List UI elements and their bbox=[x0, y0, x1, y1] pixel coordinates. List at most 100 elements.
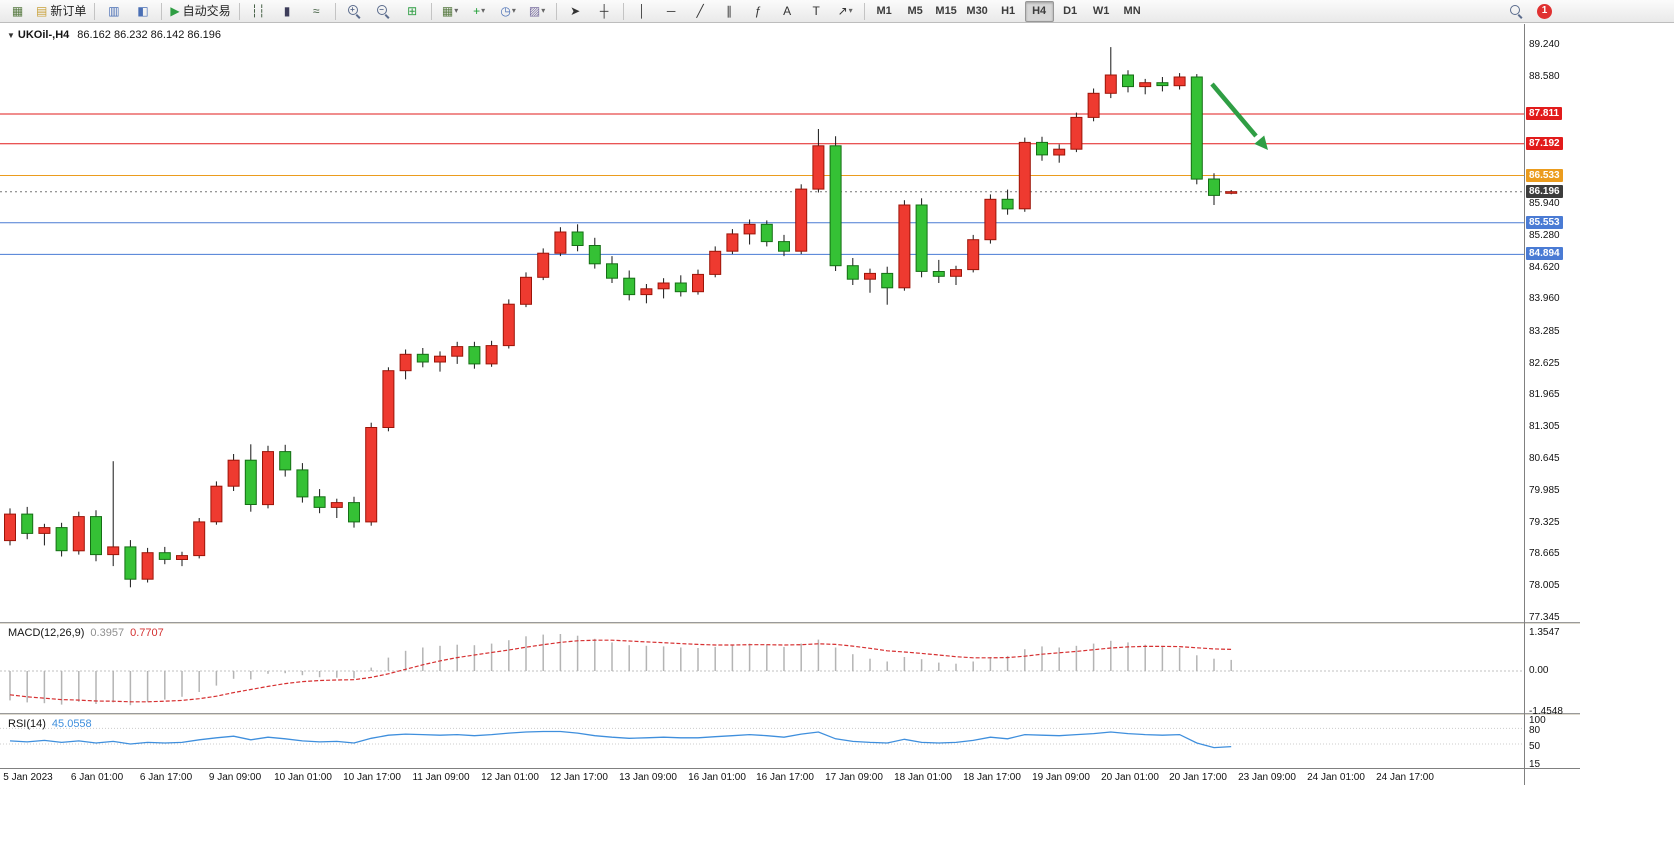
candle bbox=[984, 194, 997, 244]
trend-arrow-annotation[interactable] bbox=[1210, 82, 1268, 150]
candle bbox=[4, 508, 16, 546]
candle bbox=[1053, 144, 1066, 163]
toolbar-separator bbox=[863, 2, 865, 20]
macd-label: MACD(12,26,9) 0.3957 0.7707 bbox=[8, 627, 164, 639]
candle bbox=[55, 522, 68, 557]
trendline-tool[interactable]: ╱ bbox=[687, 1, 714, 22]
fibonacci-tool[interactable]: ƒ bbox=[745, 1, 772, 22]
tile-windows-button[interactable]: ⊞ bbox=[399, 1, 426, 22]
notification-count: 1 bbox=[1537, 3, 1552, 19]
zoom-in-button[interactable]: + bbox=[341, 1, 368, 22]
macd-panel-plot[interactable] bbox=[0, 625, 1524, 713]
text-label-tool[interactable]: T bbox=[803, 1, 830, 22]
timeframe-d1[interactable]: D1 bbox=[1056, 1, 1085, 22]
candle bbox=[416, 348, 429, 368]
notifications-badge[interactable]: 1 bbox=[1531, 1, 1558, 22]
magnifier-icon: − bbox=[376, 4, 390, 18]
price-tick-label: 85.280 bbox=[1529, 230, 1560, 241]
bar-chart-button[interactable]: ┆┆ bbox=[245, 1, 272, 22]
vertical-line-tool[interactable]: │ bbox=[629, 1, 656, 22]
charts-menu-button[interactable]: ▦ ▾ bbox=[437, 1, 464, 22]
panel-splitter-macd[interactable] bbox=[0, 622, 1580, 624]
market-watch-button[interactable]: ▥ bbox=[100, 1, 127, 22]
search-symbol-button[interactable] bbox=[1502, 1, 1529, 22]
rsi-tick-label: 80 bbox=[1529, 725, 1541, 736]
candle bbox=[571, 224, 584, 252]
resistance-line-2-badge: 87.192 bbox=[1526, 137, 1563, 150]
price-tick-label: 79.985 bbox=[1529, 485, 1560, 496]
timeframe-h4[interactable]: H4 bbox=[1024, 0, 1054, 22]
candle bbox=[846, 258, 859, 285]
zoom-out-button[interactable]: − bbox=[370, 1, 397, 22]
cursor-tool-button[interactable]: ➤ bbox=[562, 1, 589, 22]
new-order-button-label: 新订单 bbox=[50, 4, 87, 18]
price-tick-label: 80.645 bbox=[1529, 453, 1560, 464]
new-order-button[interactable]: ▤ 新订单 bbox=[33, 1, 89, 22]
add-indicator-button[interactable]: + ▾ bbox=[466, 1, 493, 22]
price-tick-label: 79.325 bbox=[1529, 517, 1560, 528]
new-chart-button[interactable]: ▦ bbox=[4, 1, 31, 22]
candle bbox=[38, 523, 51, 546]
timeframe-m15-label: M15 bbox=[935, 4, 957, 17]
timeframe-m30-label: M30 bbox=[966, 4, 988, 17]
macd-tick-label: -1.4548 bbox=[1529, 706, 1563, 717]
candle bbox=[898, 200, 911, 291]
crosshair-tool-button[interactable]: ┼ bbox=[591, 1, 618, 22]
main-chart-plot[interactable] bbox=[0, 24, 1524, 622]
candle bbox=[502, 299, 515, 349]
cursor-tool-button-icon: ➤ bbox=[570, 4, 581, 18]
autotrading-button[interactable]: ▶ 自动交易 bbox=[167, 1, 233, 22]
navigator-button[interactable]: ◧ bbox=[129, 1, 156, 22]
panel-splitter-rsi[interactable] bbox=[0, 713, 1580, 715]
candle bbox=[743, 219, 756, 245]
chevron-down-icon: ▾ bbox=[511, 6, 516, 15]
price-tick-label: 77.345 bbox=[1529, 612, 1560, 623]
timeframe-m5[interactable]: M5 bbox=[901, 1, 930, 22]
toolbar-separator bbox=[161, 2, 163, 20]
templates-button[interactable]: ▨ ▾ bbox=[524, 1, 551, 22]
rsi-line bbox=[9, 730, 1232, 749]
timeframe-w1[interactable]: W1 bbox=[1087, 1, 1116, 22]
chart-window[interactable]: ▼ UKOil-,H4 86.162 86.232 86.142 86.196 MA… bbox=[0, 24, 1674, 841]
text-tool[interactable]: A bbox=[774, 1, 801, 22]
arrow-objects-tool-icon: ↗ bbox=[837, 4, 848, 18]
rsi-panel-plot[interactable] bbox=[0, 716, 1524, 768]
timeframe-m30[interactable]: M30 bbox=[963, 1, 992, 22]
time-axis-label: 19 Jan 09:00 bbox=[1032, 772, 1090, 783]
candle bbox=[760, 220, 773, 247]
time-axis-label: 16 Jan 01:00 bbox=[688, 772, 746, 783]
timeframe-h4-label: H4 bbox=[1032, 4, 1047, 17]
candle bbox=[726, 229, 739, 255]
horizontal-line-tool-icon: ─ bbox=[666, 4, 676, 18]
timeframe-h1[interactable]: H1 bbox=[994, 1, 1023, 22]
candle bbox=[90, 510, 102, 562]
equidistant-channel-tool[interactable]: ∥ bbox=[716, 1, 743, 22]
time-axis-label: 12 Jan 01:00 bbox=[481, 772, 539, 783]
rsi-value: 45.0558 bbox=[51, 718, 92, 730]
bar-chart-button-icon: ┆┆ bbox=[250, 4, 266, 18]
timeframe-mn[interactable]: MN bbox=[1118, 1, 1147, 22]
line-chart-button[interactable]: ≈ bbox=[303, 1, 330, 22]
time-axis-label: 17 Jan 09:00 bbox=[825, 772, 883, 783]
candle bbox=[537, 248, 550, 281]
arrow-objects-tool[interactable]: ↗ ▾ bbox=[832, 1, 859, 22]
price-tick-label: 78.665 bbox=[1529, 548, 1560, 559]
rsi-name: RSI(14) bbox=[8, 718, 46, 730]
candle bbox=[1104, 47, 1117, 99]
candle bbox=[399, 349, 412, 380]
periods-button[interactable]: ◷ ▾ bbox=[495, 1, 522, 22]
fibonacci-tool-icon: ƒ bbox=[754, 4, 762, 18]
toolbar-separator bbox=[334, 2, 336, 20]
candlestick-chart-button[interactable]: ▮ bbox=[274, 1, 301, 22]
candle bbox=[915, 198, 928, 278]
time-axis-border bbox=[0, 768, 1580, 769]
timeframe-m1[interactable]: M1 bbox=[870, 1, 899, 22]
candle bbox=[1018, 137, 1031, 212]
time-axis-label: 5 Jan 2023 bbox=[3, 772, 53, 783]
candle bbox=[382, 367, 395, 432]
horizontal-line-tool[interactable]: ─ bbox=[658, 1, 685, 22]
time-axis-label: 10 Jan 17:00 bbox=[343, 772, 401, 783]
chart-collapse-icon[interactable]: ▼ bbox=[7, 31, 15, 40]
price-tick-label: 85.940 bbox=[1529, 198, 1560, 209]
timeframe-m15[interactable]: M15 bbox=[932, 1, 961, 22]
